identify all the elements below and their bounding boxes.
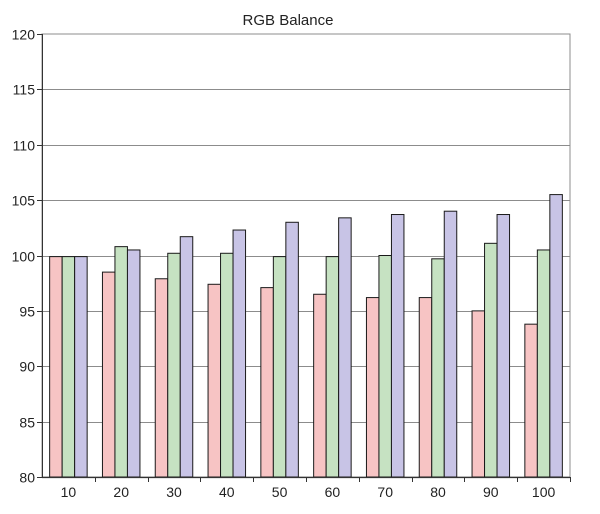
bar: [418, 297, 433, 478]
bar: [114, 246, 128, 478]
bar: [220, 252, 234, 478]
bar: [536, 249, 551, 478]
bar: [443, 210, 458, 478]
bar: [61, 256, 76, 478]
bar: [484, 242, 498, 478]
bar: [313, 293, 327, 478]
bar: [167, 252, 181, 478]
y-tick-label: 120: [12, 27, 36, 43]
y-tick-label: 100: [12, 249, 36, 265]
x-tick-label: 40: [219, 484, 235, 500]
x-tick-label: 60: [325, 484, 341, 500]
y-tick-label: 110: [13, 138, 36, 154]
y-tick-label: 105: [12, 193, 36, 209]
bar: [378, 255, 392, 478]
bar: [101, 271, 116, 478]
y-tick-label: 85: [19, 415, 35, 431]
x-tick-label: 50: [272, 484, 288, 500]
x-tick-label: 80: [430, 484, 446, 500]
y-tick-label: 80: [19, 470, 35, 486]
x-axis-ticks: 10 20 30 40 50 60 70 80 90 100: [42, 476, 571, 500]
x-tick-label: 100: [532, 484, 556, 500]
bar: [285, 221, 299, 478]
bar: [260, 287, 274, 478]
bar: [390, 214, 405, 478]
bar: [49, 256, 63, 478]
y-tick-label: 90: [19, 359, 35, 375]
bar: [325, 256, 340, 478]
x-tick-label: 30: [166, 484, 182, 500]
x-tick-label: 10: [61, 484, 77, 500]
bar: [126, 249, 141, 478]
bar: [232, 229, 247, 478]
y-axis-ticks: 80 85 90 95 100 105 110 115 120: [12, 27, 43, 486]
bar: [471, 310, 486, 478]
bar: [74, 256, 88, 478]
y-tick-label: 95: [19, 304, 35, 320]
y-tick-label: 115: [13, 82, 36, 98]
bar: [179, 236, 194, 478]
bars: [49, 194, 563, 478]
bar: [338, 217, 352, 478]
bar: [549, 194, 563, 478]
bar: [524, 323, 538, 478]
bar: [431, 258, 445, 478]
bar: [154, 278, 169, 478]
bar: [365, 297, 380, 478]
chart-title: RGB Balance: [243, 12, 334, 29]
bar: [496, 214, 511, 478]
x-tick-label: 20: [113, 484, 129, 500]
x-tick-label: 70: [377, 484, 393, 500]
x-tick-label: 90: [483, 484, 499, 500]
bar: [272, 256, 287, 478]
bar: [207, 283, 222, 478]
